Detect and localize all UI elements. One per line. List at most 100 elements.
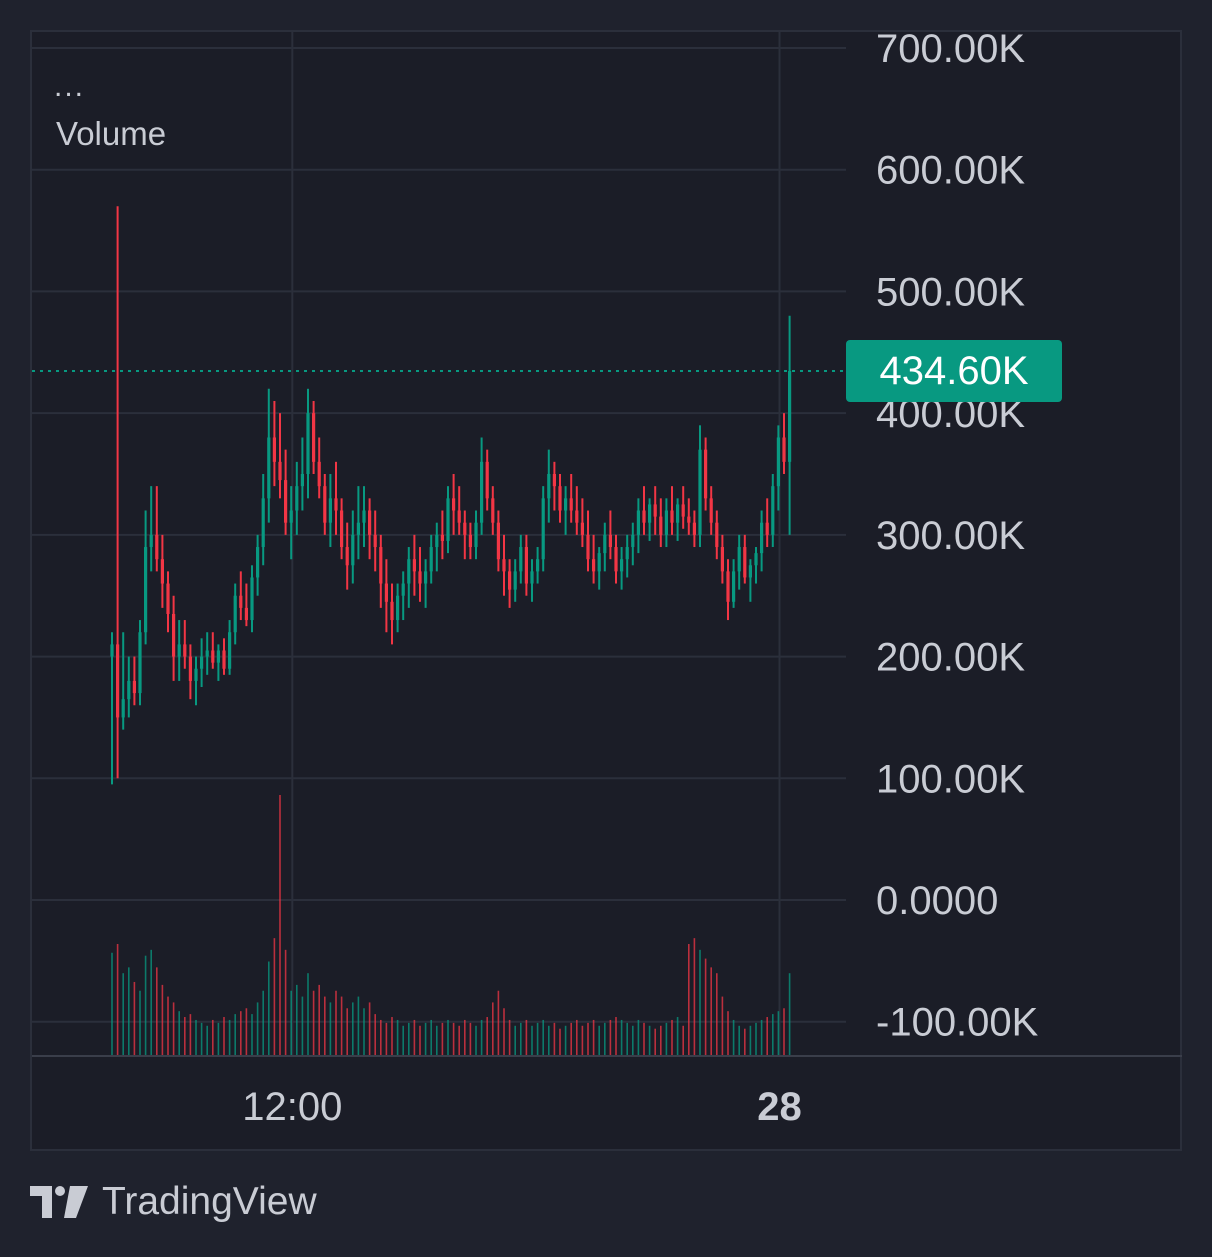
candle[interactable] <box>340 498 344 560</box>
candle[interactable] <box>754 547 758 584</box>
candle[interactable] <box>636 498 640 554</box>
candle[interactable] <box>692 510 696 548</box>
candle[interactable] <box>715 510 719 560</box>
candle[interactable] <box>300 437 304 511</box>
candle[interactable] <box>239 571 243 621</box>
legend-menu-dots[interactable]: ... <box>54 70 86 103</box>
candle[interactable] <box>765 498 769 548</box>
candle[interactable] <box>580 498 584 548</box>
candle[interactable] <box>771 474 775 548</box>
candle[interactable] <box>356 486 360 560</box>
candle[interactable] <box>396 583 400 633</box>
candle[interactable] <box>743 534 747 584</box>
candle[interactable] <box>704 437 708 511</box>
candle[interactable] <box>172 595 176 681</box>
candle[interactable] <box>676 498 680 541</box>
candle[interactable] <box>648 498 652 541</box>
candle[interactable] <box>620 547 624 590</box>
candle[interactable] <box>788 315 792 535</box>
candle[interactable] <box>468 522 472 560</box>
candle[interactable] <box>110 632 114 785</box>
candle[interactable] <box>177 620 181 681</box>
candle[interactable] <box>244 583 248 627</box>
candle[interactable] <box>452 474 456 535</box>
candle[interactable] <box>547 449 551 523</box>
candle[interactable] <box>642 486 646 535</box>
candle[interactable] <box>211 632 215 669</box>
candle[interactable] <box>732 559 736 608</box>
candle[interactable] <box>256 534 260 596</box>
candle[interactable] <box>272 400 276 487</box>
candle[interactable] <box>698 425 702 548</box>
candle[interactable] <box>597 547 601 590</box>
candle[interactable] <box>776 425 780 511</box>
candle[interactable] <box>267 388 271 523</box>
candle[interactable] <box>552 461 556 511</box>
candle[interactable] <box>435 522 439 572</box>
candle[interactable] <box>166 571 170 633</box>
candle[interactable] <box>429 534 433 584</box>
candle[interactable] <box>401 571 405 621</box>
candle[interactable] <box>659 498 663 548</box>
candle[interactable] <box>569 474 573 523</box>
candle[interactable] <box>278 413 282 499</box>
candle[interactable] <box>524 534 528 596</box>
candle[interactable] <box>681 486 685 529</box>
candle[interactable] <box>457 486 461 535</box>
candle[interactable] <box>536 547 540 584</box>
candle[interactable] <box>183 620 187 669</box>
candle[interactable] <box>160 534 164 608</box>
candle[interactable] <box>407 547 411 608</box>
candle[interactable] <box>748 559 752 602</box>
candle[interactable] <box>289 486 293 560</box>
candle[interactable] <box>653 486 657 535</box>
candle[interactable] <box>351 510 355 584</box>
candle[interactable] <box>491 486 495 535</box>
candle[interactable] <box>760 510 764 572</box>
candle[interactable] <box>519 534 523 584</box>
candle[interactable] <box>328 474 332 548</box>
candle[interactable] <box>306 388 310 499</box>
candle[interactable] <box>502 534 506 596</box>
candle[interactable] <box>138 620 142 706</box>
candle[interactable] <box>216 644 220 681</box>
candle[interactable] <box>418 547 422 602</box>
candle[interactable] <box>603 522 607 572</box>
candle[interactable] <box>295 461 299 535</box>
candle[interactable] <box>541 486 545 572</box>
candle[interactable] <box>709 486 713 535</box>
candle[interactable] <box>513 559 517 602</box>
candle[interactable] <box>144 510 148 645</box>
candle[interactable] <box>368 498 372 560</box>
candle[interactable] <box>194 656 198 706</box>
candle[interactable] <box>440 510 444 560</box>
candle[interactable] <box>670 486 674 535</box>
candle[interactable] <box>412 534 416 596</box>
candle[interactable] <box>508 559 512 608</box>
candle[interactable] <box>373 510 377 572</box>
candle[interactable] <box>127 656 131 718</box>
candle[interactable] <box>233 583 237 645</box>
candle[interactable] <box>592 534 596 584</box>
candle[interactable] <box>625 534 629 578</box>
candle[interactable] <box>379 534 383 608</box>
candle[interactable] <box>446 486 450 554</box>
candle[interactable] <box>222 638 226 675</box>
tradingview-logo[interactable]: TradingView <box>30 1180 317 1224</box>
candle[interactable] <box>664 498 668 548</box>
candle[interactable] <box>720 534 724 584</box>
candle[interactable] <box>687 498 691 535</box>
candle[interactable] <box>261 474 265 566</box>
candle[interactable] <box>205 632 209 675</box>
candle[interactable] <box>250 565 254 633</box>
legend-volume-label[interactable]: Volume <box>56 115 167 152</box>
candle[interactable] <box>390 583 394 645</box>
candle[interactable] <box>116 206 120 779</box>
candle[interactable] <box>737 534 741 590</box>
candle[interactable] <box>586 510 590 572</box>
candle[interactable] <box>463 510 467 560</box>
candle[interactable] <box>149 486 153 572</box>
candle[interactable] <box>496 510 500 572</box>
candle[interactable] <box>564 486 568 535</box>
